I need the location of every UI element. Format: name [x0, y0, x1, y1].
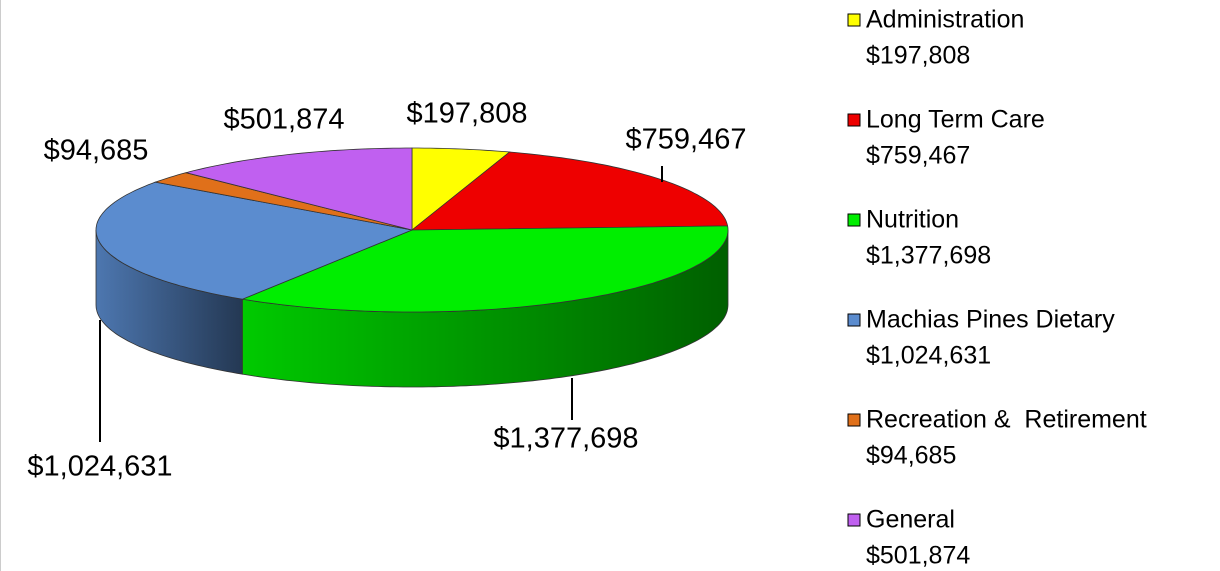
data-label: $501,874 — [224, 104, 345, 136]
data-label: $197,808 — [407, 98, 528, 130]
slice — [240, 225, 729, 313]
slice — [95, 181, 414, 300]
data-label: $759,467 — [626, 124, 747, 156]
legend-label: Nutrition — [866, 206, 959, 234]
legend-label: Recreation & Retirement — [866, 406, 1147, 434]
legend-label: Machias Pines Dietary — [866, 306, 1115, 334]
slice — [153, 172, 413, 231]
legend-swatch — [847, 213, 861, 227]
data-label: $1,024,631 — [27, 451, 172, 483]
slice — [411, 147, 511, 231]
legend-value: $501,874 — [866, 542, 970, 570]
legend-swatch — [847, 313, 861, 327]
slice — [184, 147, 413, 231]
legend-swatch — [847, 113, 861, 127]
legend-swatch — [847, 13, 861, 27]
legend-value: $197,808 — [866, 42, 970, 70]
legend-swatch — [847, 413, 861, 427]
legend-value: $1,024,631 — [866, 342, 991, 370]
legend-value: $1,377,698 — [866, 242, 991, 270]
legend-value: $94,685 — [866, 442, 956, 470]
legend-swatch — [847, 513, 861, 527]
data-label: $1,377,698 — [493, 423, 638, 455]
data-label: $94,685 — [44, 135, 149, 167]
legend-label: Administration — [866, 6, 1024, 34]
legend-label: Long Term Care — [866, 106, 1045, 134]
legend-value: $759,467 — [866, 142, 970, 170]
legend-label: General — [866, 506, 955, 534]
